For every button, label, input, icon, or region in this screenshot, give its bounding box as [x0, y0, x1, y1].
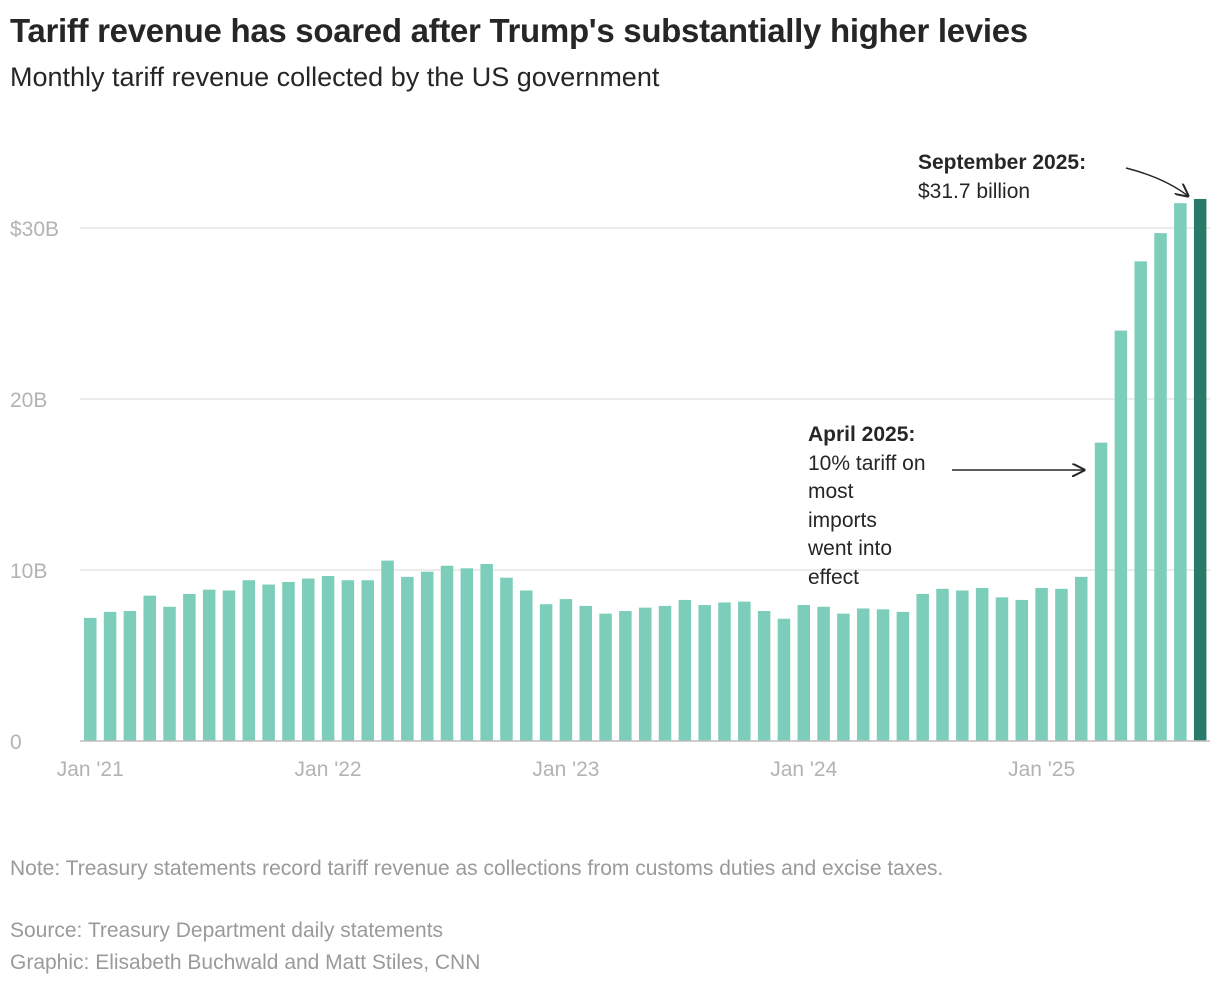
bar — [282, 581, 295, 741]
annotation-heading: April 2025: — [808, 423, 916, 446]
bar — [500, 577, 513, 741]
bar — [777, 618, 791, 741]
bar — [1193, 198, 1207, 741]
bar — [84, 617, 97, 741]
bar — [876, 609, 890, 741]
bar — [262, 584, 275, 741]
bar — [718, 602, 731, 741]
x-tick-label: Jan '21 — [57, 758, 124, 781]
x-tick-label: Jan '25 — [1008, 758, 1075, 781]
y-tick-label: $30B — [10, 218, 59, 241]
bar — [222, 590, 236, 741]
annotation-text: 10% tariff on — [808, 451, 926, 475]
bar — [837, 613, 850, 741]
bar — [202, 589, 216, 741]
bar — [975, 587, 989, 741]
credit: Graphic: Elisabeth Buchwald and Matt Sti… — [10, 951, 481, 974]
y-tick-label: 0 — [10, 731, 22, 754]
bar — [401, 576, 414, 741]
bar — [361, 580, 374, 741]
annotation-april: April 2025: 10% tariff on most imports w… — [808, 421, 926, 592]
annotation-text: $31.7 billion — [918, 179, 1031, 203]
bar — [1055, 588, 1068, 741]
bar — [1035, 587, 1048, 741]
bar — [1174, 203, 1187, 741]
bar — [738, 601, 751, 741]
bar — [341, 580, 355, 741]
bar — [1075, 576, 1088, 741]
y-tick-label: 20B — [10, 389, 47, 412]
bar — [143, 595, 156, 741]
bar — [579, 605, 592, 741]
y-tick-label: 10B — [10, 560, 47, 583]
bar — [638, 607, 652, 741]
bar — [321, 575, 335, 741]
bar — [302, 578, 315, 741]
bar — [520, 590, 533, 741]
bar — [183, 593, 196, 741]
bar — [797, 605, 811, 741]
bar — [1015, 599, 1029, 741]
bar — [936, 588, 949, 741]
bar — [242, 580, 256, 741]
source: Source: Treasury Department daily statem… — [10, 919, 444, 942]
bar — [956, 590, 969, 741]
bar — [123, 611, 137, 741]
bar — [460, 568, 474, 741]
bar — [1114, 330, 1128, 741]
bar — [757, 611, 771, 741]
bar — [599, 613, 612, 741]
x-tick-label: Jan '24 — [770, 758, 837, 781]
annotation-heading: September 2025: — [918, 151, 1087, 174]
bar — [916, 593, 929, 741]
annotation-september: September 2025: $31.7 billion — [918, 149, 1086, 206]
bar — [658, 605, 672, 741]
bar — [381, 560, 394, 741]
x-tick-label: Jan '22 — [295, 758, 362, 781]
annotation-text: imports — [808, 508, 877, 532]
bar — [1154, 233, 1167, 741]
chart-subtitle: Monthly tariff revenue collected by the … — [10, 62, 660, 92]
bar — [1134, 261, 1147, 741]
bar — [995, 597, 1009, 741]
bar — [1094, 442, 1108, 741]
bar — [103, 611, 117, 741]
bar — [619, 611, 632, 741]
bar — [817, 606, 830, 741]
bar — [896, 611, 910, 741]
bar — [856, 608, 870, 741]
annotation-text: went into — [808, 537, 893, 560]
bar — [480, 564, 493, 741]
bar — [559, 599, 573, 741]
x-tick-label: Jan '23 — [532, 758, 599, 781]
annotation-text: effect — [808, 565, 859, 589]
bar — [539, 604, 553, 741]
bar — [440, 565, 454, 741]
annotation-text: most — [808, 480, 854, 503]
bar — [420, 571, 434, 741]
bar — [698, 605, 711, 741]
bar — [163, 606, 176, 741]
chart-title: Tariff revenue has soared after Trump's … — [10, 12, 1028, 49]
annotation-arrow — [1125, 167, 1188, 196]
footnote: Note: Treasury statements record tariff … — [10, 857, 944, 880]
bar — [678, 599, 692, 741]
